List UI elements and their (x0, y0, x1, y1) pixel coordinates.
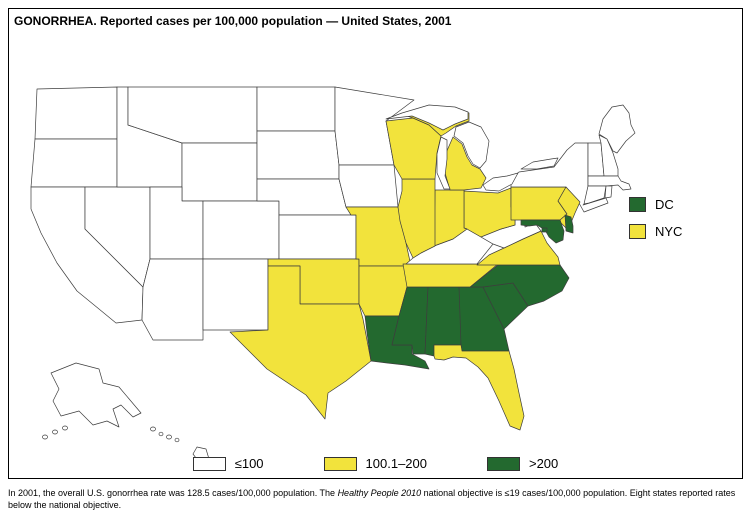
side-legend-item-nyc: NYC (629, 224, 682, 239)
state-CT (583, 185, 607, 205)
figure-title: GONORRHEA. Reported cases per 100,000 po… (14, 14, 452, 28)
state-HI-island (166, 434, 172, 440)
state-NM (202, 258, 269, 331)
state-AK (50, 362, 142, 428)
legend-swatch-mid (323, 456, 357, 471)
legend-label-high: >200 (528, 456, 559, 471)
side-legend: DC NYC (629, 197, 682, 239)
footnote: In 2001, the overall U.S. gonorrhea rate… (8, 487, 745, 511)
state-DC (541, 227, 548, 233)
state-IA (338, 164, 399, 208)
bottom-legend: ≤100 100.1–200 >200 (9, 456, 742, 471)
legend-label-nyc: NYC (655, 224, 683, 239)
lake-erie (482, 172, 519, 192)
state-HI-island (158, 431, 164, 437)
united-states-map (30, 86, 636, 463)
state-KS (278, 214, 357, 260)
state-PA (510, 186, 568, 221)
state-MD (520, 219, 565, 244)
state-HI-island (174, 437, 180, 443)
footnote-italic-title: Healthy People 2010 (337, 488, 422, 498)
state-CO (202, 200, 280, 260)
state-NC (469, 264, 570, 307)
legend-swatch-dc (629, 197, 646, 212)
legend-item-low: ≤100 (192, 456, 264, 471)
figure-border-box: GONORRHEA. Reported cases per 100,000 po… (8, 8, 743, 479)
state-AK-aleutian-island (42, 434, 48, 440)
legend-item-high: >200 (486, 456, 559, 471)
state-HI-island (150, 426, 156, 432)
state-RI (604, 185, 613, 199)
state-SD (256, 130, 340, 180)
state-WA (34, 86, 118, 140)
legend-swatch-nyc (629, 224, 646, 239)
lake-huron (453, 121, 490, 169)
state-FL (433, 344, 525, 431)
state-WY (181, 142, 258, 202)
state-ND (256, 86, 336, 132)
lake-superior (385, 104, 469, 131)
lake-michigan (436, 136, 451, 190)
state-IL (397, 178, 436, 259)
state-OR (30, 138, 118, 188)
legend-label-low: ≤100 (234, 456, 264, 471)
legend-swatch-low (192, 456, 226, 471)
state-ME (598, 104, 636, 154)
footnote-text-2: national objective is ≤19 cases/100,000 … (8, 488, 736, 511)
legend-item-mid: 100.1–200 (323, 456, 427, 471)
state-AK-aleutian-island (62, 425, 68, 431)
side-legend-item-dc: DC (629, 197, 682, 212)
state-AZ (141, 258, 204, 341)
state-TX (229, 265, 372, 420)
lake-ontario (520, 157, 559, 170)
legend-label-dc: DC (655, 197, 674, 212)
footnote-text-1: In 2001, the overall U.S. gonorrhea rate… (8, 488, 338, 498)
state-DE (564, 214, 574, 234)
state-AK-aleutian-island (52, 429, 58, 435)
legend-swatch-high (486, 456, 520, 471)
legend-label-mid: 100.1–200 (365, 456, 427, 471)
